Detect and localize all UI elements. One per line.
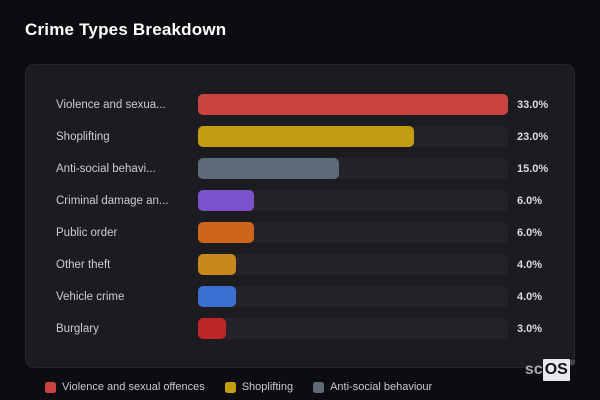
bar-fill[interactable] <box>198 254 236 275</box>
bar-row: Shoplifting 23.0% <box>26 126 574 147</box>
legend-swatch-icon <box>45 381 56 393</box>
bar-category-label: Criminal damage an... <box>56 194 169 207</box>
bar-track[interactable] <box>198 158 508 179</box>
bar-row: Other theft 4.0% <box>26 254 574 275</box>
bar-value-label: 4.0% <box>517 290 543 303</box>
bar-category-label: Vehicle crime <box>56 290 125 303</box>
bar-track[interactable] <box>198 126 508 147</box>
legend-item[interactable]: Violence and sexual offences <box>45 381 205 393</box>
legend-swatch-icon <box>313 381 325 393</box>
bar-fill[interactable] <box>198 94 508 115</box>
chart-card: Violence and sexua... 33.0% Shoplifting … <box>25 64 575 368</box>
bar-row: Public order 6.0% <box>26 222 574 243</box>
brand-logo-prefix: sc <box>524 361 543 378</box>
bar-category-label: Shoplifting <box>56 130 110 143</box>
bar-rows: Violence and sexua... 33.0% Shoplifting … <box>26 94 574 339</box>
bar-category-label: Other theft <box>56 258 111 271</box>
brand-logo-suffix: OS <box>542 359 570 381</box>
bar-track[interactable] <box>198 318 508 339</box>
bar-fill[interactable] <box>198 158 339 179</box>
bar-fill[interactable] <box>198 190 255 211</box>
bar-category-label: Burglary <box>56 322 99 335</box>
bar-value-label: 4.0% <box>517 258 543 271</box>
legend-label: Violence and sexual offences <box>62 381 205 393</box>
bar-row: Vehicle crime 4.0% <box>26 286 574 307</box>
bar-row: Anti-social behavi... 15.0% <box>26 158 574 179</box>
bar-value-label: 15.0% <box>517 162 549 175</box>
bar-fill[interactable] <box>198 286 236 307</box>
bar-category-label: Public order <box>56 226 118 239</box>
bar-track[interactable] <box>198 190 508 211</box>
bar-fill[interactable] <box>198 222 255 243</box>
bar-value-label: 3.0% <box>517 322 543 335</box>
bar-row: Violence and sexua... 33.0% <box>26 94 574 115</box>
bar-category-label: Violence and sexua... <box>56 98 166 111</box>
bar-track[interactable] <box>198 94 508 115</box>
bar-value-label: 6.0% <box>517 194 543 207</box>
page-title: Crime Types Breakdown <box>25 20 227 39</box>
legend-swatch-icon <box>224 381 236 393</box>
registered-trademark-icon: ® <box>569 360 575 367</box>
legend-item[interactable]: Shoplifting <box>224 381 294 393</box>
brand-logo: sc OS ® <box>525 359 575 381</box>
bar-track[interactable] <box>198 254 508 275</box>
bar-track[interactable] <box>198 286 508 307</box>
bar-row: Burglary 3.0% <box>26 318 574 339</box>
bar-value-label: 23.0% <box>517 130 549 143</box>
bar-value-label: 33.0% <box>517 98 549 111</box>
legend-label: Anti-social behaviour <box>330 381 433 393</box>
bar-fill[interactable] <box>198 318 227 339</box>
chart-legend: Violence and sexual offences Shoplifting… <box>45 381 432 393</box>
bar-row: Criminal damage an... 6.0% <box>26 190 574 211</box>
legend-item[interactable]: Anti-social behaviour <box>313 381 432 393</box>
legend-label: Shoplifting <box>241 381 294 393</box>
bar-category-label: Anti-social behavi... <box>56 162 156 175</box>
bar-fill[interactable] <box>198 126 415 147</box>
bar-track[interactable] <box>198 222 508 243</box>
bar-value-label: 6.0% <box>517 226 543 239</box>
